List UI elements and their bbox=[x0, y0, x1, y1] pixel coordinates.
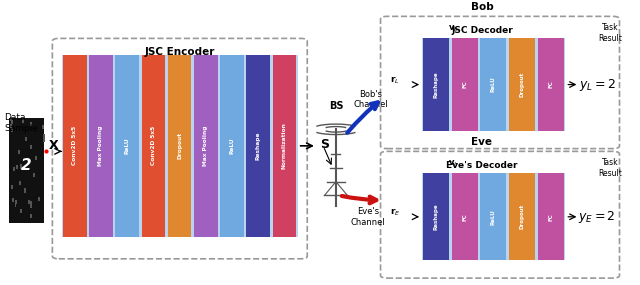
Text: FC: FC bbox=[548, 81, 553, 88]
Bar bbox=[11, 185, 13, 189]
Text: FC: FC bbox=[462, 213, 467, 221]
Text: Eve: Eve bbox=[472, 137, 492, 147]
Bar bbox=[31, 204, 33, 208]
Bar bbox=[13, 167, 15, 171]
Text: $\mathbf{r}_{E}$: $\mathbf{r}_{E}$ bbox=[390, 207, 401, 218]
Bar bbox=[15, 203, 17, 207]
Bar bbox=[20, 209, 22, 213]
Text: ReLU: ReLU bbox=[125, 138, 130, 154]
Bar bbox=[20, 164, 22, 168]
Text: $y_E=2$: $y_E=2$ bbox=[579, 209, 616, 225]
Bar bbox=[422, 173, 565, 260]
Text: $\mathbf{r}_{L}$: $\mathbf{r}_{L}$ bbox=[390, 75, 400, 86]
Bar bbox=[12, 198, 14, 202]
Text: Reshape: Reshape bbox=[255, 132, 260, 160]
Bar bbox=[30, 122, 32, 127]
Bar bbox=[25, 137, 27, 141]
Text: Bob: Bob bbox=[470, 2, 493, 12]
Bar bbox=[452, 173, 477, 260]
Text: $\mathbf{v}_{L}$: $\mathbf{v}_{L}$ bbox=[448, 23, 459, 34]
Bar bbox=[194, 55, 218, 237]
Bar bbox=[62, 55, 298, 237]
Text: Dropout: Dropout bbox=[520, 204, 525, 229]
Bar bbox=[509, 173, 535, 260]
Text: 2: 2 bbox=[21, 158, 32, 173]
Bar bbox=[10, 124, 12, 128]
Text: $\mathbf{v}_{h}$: $\mathbf{v}_{h}$ bbox=[448, 158, 459, 169]
Text: JSC Encoder: JSC Encoder bbox=[145, 47, 215, 57]
Bar bbox=[22, 119, 24, 123]
Bar bbox=[19, 180, 21, 185]
Bar bbox=[43, 138, 45, 142]
Text: Eve's Decoder: Eve's Decoder bbox=[446, 161, 518, 170]
Text: ReLU: ReLU bbox=[491, 77, 496, 92]
Text: Conv2D 5x5: Conv2D 5x5 bbox=[151, 126, 156, 166]
Text: ReLU: ReLU bbox=[491, 209, 496, 225]
FancyBboxPatch shape bbox=[381, 151, 620, 278]
Bar bbox=[12, 119, 13, 124]
Bar bbox=[220, 55, 244, 237]
Text: ReLU: ReLU bbox=[230, 138, 234, 154]
Bar bbox=[168, 55, 191, 237]
Bar bbox=[24, 188, 26, 192]
Text: Reshape: Reshape bbox=[433, 71, 438, 98]
Bar bbox=[43, 134, 45, 138]
Text: FC: FC bbox=[462, 81, 467, 88]
Text: Eve's
Channel: Eve's Channel bbox=[351, 207, 385, 227]
Bar bbox=[273, 55, 296, 237]
Text: JSC Decoder: JSC Decoder bbox=[451, 26, 513, 35]
Bar bbox=[42, 125, 44, 129]
FancyBboxPatch shape bbox=[381, 16, 620, 148]
Bar bbox=[15, 200, 17, 204]
Bar bbox=[30, 214, 32, 218]
Bar bbox=[538, 38, 564, 131]
Bar bbox=[10, 117, 12, 121]
Bar bbox=[423, 173, 449, 260]
Bar bbox=[30, 201, 32, 205]
Bar bbox=[11, 128, 13, 132]
Bar bbox=[422, 38, 565, 131]
Bar bbox=[28, 200, 30, 204]
Bar bbox=[30, 145, 32, 149]
Bar bbox=[509, 38, 535, 131]
Text: Dropout: Dropout bbox=[520, 72, 525, 97]
Text: BS: BS bbox=[329, 101, 343, 111]
Bar bbox=[38, 197, 40, 201]
Bar bbox=[33, 173, 35, 177]
Bar bbox=[481, 38, 506, 131]
Bar bbox=[16, 165, 18, 169]
Text: Dropout: Dropout bbox=[177, 132, 182, 159]
Bar bbox=[35, 156, 36, 160]
Bar bbox=[89, 55, 113, 237]
Text: Normalization: Normalization bbox=[282, 123, 287, 169]
FancyBboxPatch shape bbox=[52, 38, 307, 259]
Text: $\mathbf{S}$: $\mathbf{S}$ bbox=[320, 138, 330, 151]
Bar bbox=[115, 55, 139, 237]
Text: $y_L=2$: $y_L=2$ bbox=[579, 77, 616, 93]
Text: Max Pooling: Max Pooling bbox=[99, 126, 104, 166]
Bar bbox=[9, 118, 44, 223]
Bar bbox=[18, 150, 20, 154]
Text: FC: FC bbox=[548, 213, 553, 221]
Text: Bob's
Channel: Bob's Channel bbox=[354, 90, 388, 109]
Bar bbox=[246, 55, 270, 237]
Bar bbox=[452, 38, 477, 131]
Bar bbox=[20, 164, 22, 168]
Text: Task
Result: Task Result bbox=[598, 158, 622, 178]
Text: Task
Result: Task Result bbox=[598, 23, 622, 43]
Bar bbox=[538, 173, 564, 260]
Bar bbox=[481, 173, 506, 260]
Text: $\mathbf{X}$: $\mathbf{X}$ bbox=[48, 139, 60, 152]
Text: Reshape: Reshape bbox=[433, 203, 438, 230]
Text: Data
Sample: Data Sample bbox=[4, 113, 38, 133]
Bar bbox=[423, 38, 449, 131]
Bar bbox=[141, 55, 165, 237]
Bar bbox=[63, 55, 86, 237]
Text: Conv2D 5x5: Conv2D 5x5 bbox=[72, 126, 77, 166]
Text: Max Pooling: Max Pooling bbox=[204, 126, 208, 166]
